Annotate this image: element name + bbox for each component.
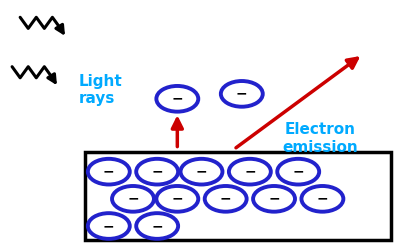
Text: Light
rays: Light rays <box>79 74 123 106</box>
Text: −: − <box>103 219 114 233</box>
Text: −: − <box>293 165 304 179</box>
Text: −: − <box>220 192 231 206</box>
Text: −: − <box>172 92 183 106</box>
Circle shape <box>205 186 247 212</box>
Text: −: − <box>244 165 256 179</box>
Text: −: − <box>236 87 247 101</box>
Text: −: − <box>127 192 139 206</box>
Text: −: − <box>152 165 163 179</box>
Circle shape <box>229 159 271 185</box>
Text: −: − <box>196 165 207 179</box>
Circle shape <box>277 159 319 185</box>
Circle shape <box>253 186 295 212</box>
Circle shape <box>136 213 178 239</box>
Circle shape <box>181 159 222 185</box>
Circle shape <box>88 159 130 185</box>
Text: −: − <box>103 165 114 179</box>
Text: −: − <box>152 219 163 233</box>
Text: −: − <box>172 192 183 206</box>
Text: −: − <box>317 192 328 206</box>
Circle shape <box>156 186 198 212</box>
Circle shape <box>88 213 130 239</box>
Bar <box>85 152 391 240</box>
Circle shape <box>301 186 343 212</box>
Text: −: − <box>268 192 280 206</box>
Circle shape <box>112 186 154 212</box>
Circle shape <box>156 86 198 112</box>
Text: Electron
emission: Electron emission <box>283 122 358 155</box>
Circle shape <box>136 159 178 185</box>
Circle shape <box>221 81 263 107</box>
